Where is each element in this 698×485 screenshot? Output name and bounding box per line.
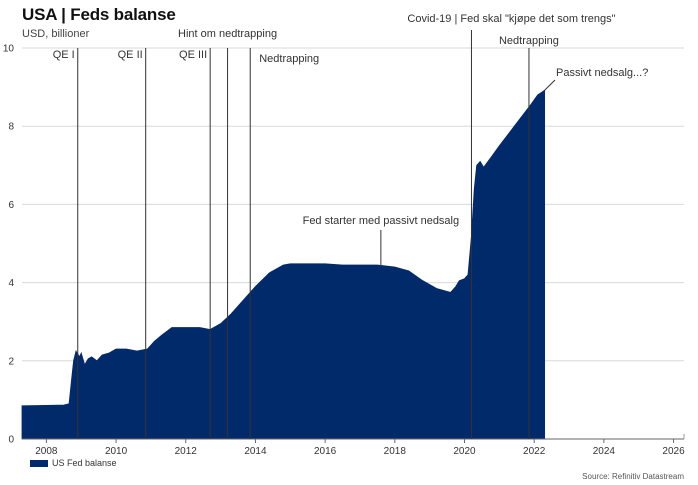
annotation-pointer — [544, 79, 556, 91]
event-label: QE I — [53, 49, 75, 61]
legend: US Fed balanse — [30, 458, 117, 468]
source-note: Source: Refinitiv Datastream — [582, 472, 684, 481]
event-label: Nedtrapping — [499, 35, 559, 47]
x-tick-label: 2024 — [593, 446, 616, 457]
x-tick-label: 2018 — [384, 446, 407, 457]
y-tick-label: 2 — [8, 356, 14, 367]
fed-balance-area — [21, 89, 546, 440]
y-tick-label: 10 — [3, 44, 15, 55]
chart-title: USA | Feds balanse — [22, 5, 176, 24]
event-label: Covid-19 | Fed skal "kjøpe det som treng… — [407, 13, 615, 25]
y-axis-unit-label: USD, billioner — [22, 28, 90, 40]
legend-label: US Fed balanse — [52, 458, 117, 468]
y-tick-label: 0 — [8, 435, 14, 446]
event-label: Hint om nedtrapping — [178, 28, 277, 40]
x-tick-label: 2022 — [523, 446, 546, 457]
event-label: Nedtrapping — [259, 53, 319, 65]
y-tick-label: 4 — [8, 278, 14, 289]
x-tick-label: 2016 — [314, 446, 337, 457]
x-tick-label: 2010 — [105, 446, 128, 457]
x-tick-label: 2008 — [35, 446, 58, 457]
legend-swatch — [30, 459, 48, 467]
x-tick-label: 2014 — [244, 446, 267, 457]
y-tick-label: 6 — [8, 200, 14, 211]
annotation-label: Fed starter med passivt nedsalg — [303, 215, 460, 227]
event-label: QE II — [118, 49, 143, 61]
x-tick-label: 2012 — [175, 446, 198, 457]
x-tick-label: 2020 — [453, 446, 476, 457]
y-tick-label: 8 — [8, 122, 14, 133]
annotation-label: Passivt nedsalg...? — [556, 67, 648, 79]
event-label: QE III — [179, 49, 207, 61]
x-tick-label: 2026 — [662, 446, 685, 457]
